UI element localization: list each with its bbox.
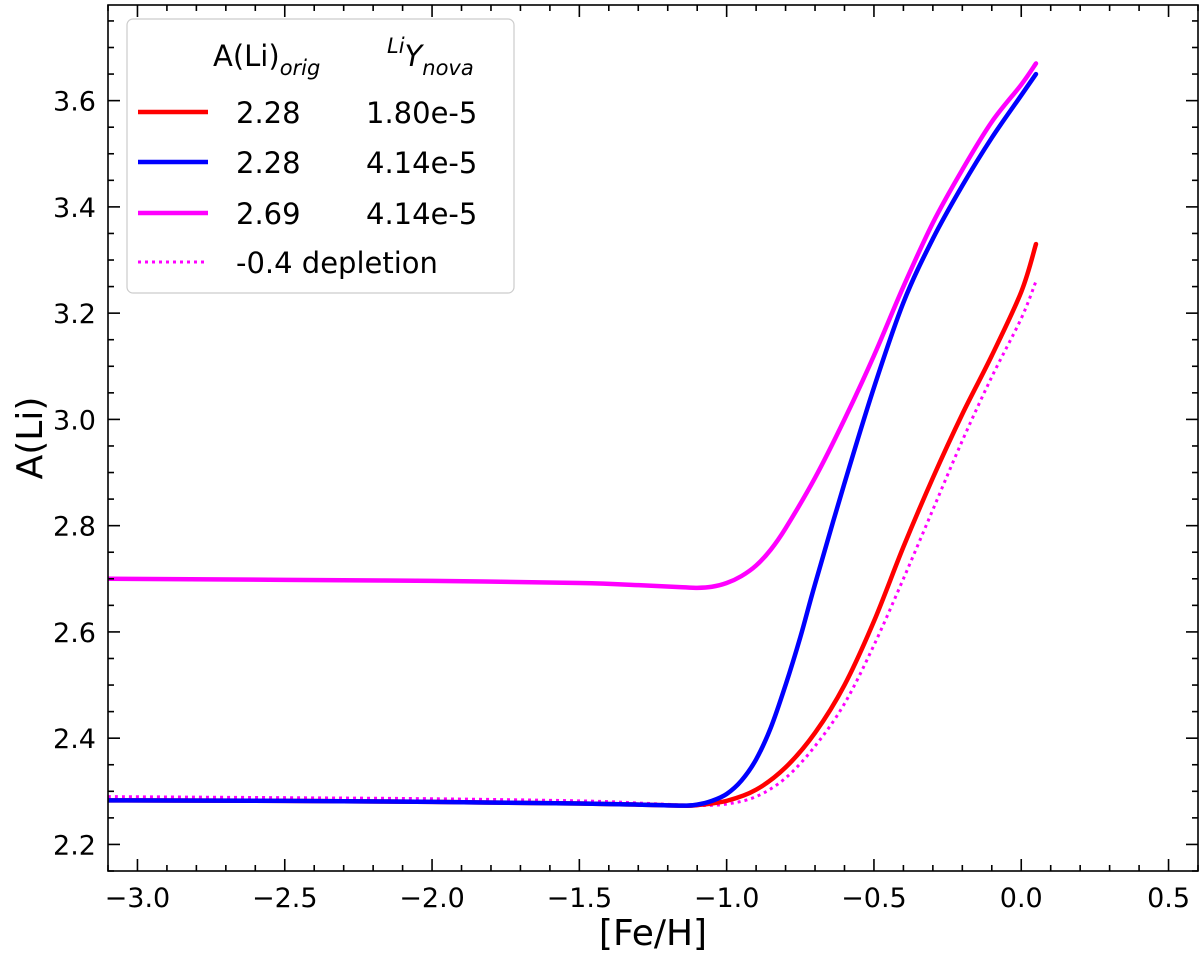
series-line-4 — [108, 280, 1038, 808]
legend: A(Li)orig LiYnova 2.28 1.80e-5 2.28 4.14e-5… — [126, 18, 515, 294]
x-tick-label: −3.0 — [105, 883, 171, 914]
y-tick-label: 3.2 — [53, 299, 96, 330]
tick-labels: −3.0 −2.5 −2.0 −1.5 −1.0 −0.5 0.0 0.5 2.2 2.4 2.6 2… — [53, 87, 1190, 914]
x-axis-label: [Fe/H] — [599, 913, 707, 954]
x-tick-label: −1.5 — [547, 883, 613, 914]
series-line-3 — [108, 61, 1039, 591]
legend-label-col2: 4.14e-5 — [366, 197, 477, 231]
plot-frame — [107, 4, 1199, 872]
legend-box — [126, 18, 515, 294]
y-tick-label: 2.2 — [53, 830, 96, 861]
series-line-2 — [108, 71, 1039, 808]
legend-header-col2-main: Y — [405, 39, 425, 73]
series-line-1 — [108, 241, 1039, 808]
legend-header-col2-sup: Li — [387, 34, 405, 58]
x-tick-label: −2.5 — [252, 883, 318, 914]
y-axis-label: A(Li) — [10, 397, 51, 480]
y-tick-label: 3.6 — [53, 87, 96, 118]
y-tick-label: 3.4 — [53, 193, 96, 224]
x-tick-label: −2.0 — [399, 883, 465, 914]
ticks — [107, 5, 1199, 872]
legend-label-col1: 2.69 — [236, 197, 301, 231]
legend-header-col1-sub: orig — [280, 56, 321, 80]
y-tick-label: 2.8 — [53, 512, 96, 543]
legend-header-col1: A(Li)orig — [213, 39, 320, 80]
legend-label-col1: 2.28 — [236, 146, 301, 180]
legend-label-col2: 1.80e-5 — [366, 96, 477, 130]
series-lines — [108, 61, 1039, 808]
x-tick-label: −0.5 — [841, 883, 907, 914]
legend-label-col1: 2.28 — [236, 96, 301, 130]
legend-header-col1-main: A(Li) — [213, 39, 280, 73]
legend-header-col2-sub: nova — [422, 56, 473, 80]
legend-header-col2: LiYnova — [387, 34, 474, 80]
y-tick-label: 2.6 — [53, 618, 96, 649]
x-tick-label: 0.0 — [1000, 883, 1043, 914]
x-tick-label: 0.5 — [1147, 883, 1190, 914]
y-tick-label: 3.0 — [53, 405, 96, 436]
legend-entries: 2.28 1.80e-5 2.28 4.14e-5 2.69 4.14e-5 -0.4 de… — [138, 96, 477, 280]
legend-label-col1: -0.4 depletion — [236, 246, 438, 280]
x-tick-label: −1.0 — [694, 883, 760, 914]
legend-label-col2: 4.14e-5 — [366, 146, 477, 180]
y-tick-label: 2.4 — [53, 724, 96, 755]
